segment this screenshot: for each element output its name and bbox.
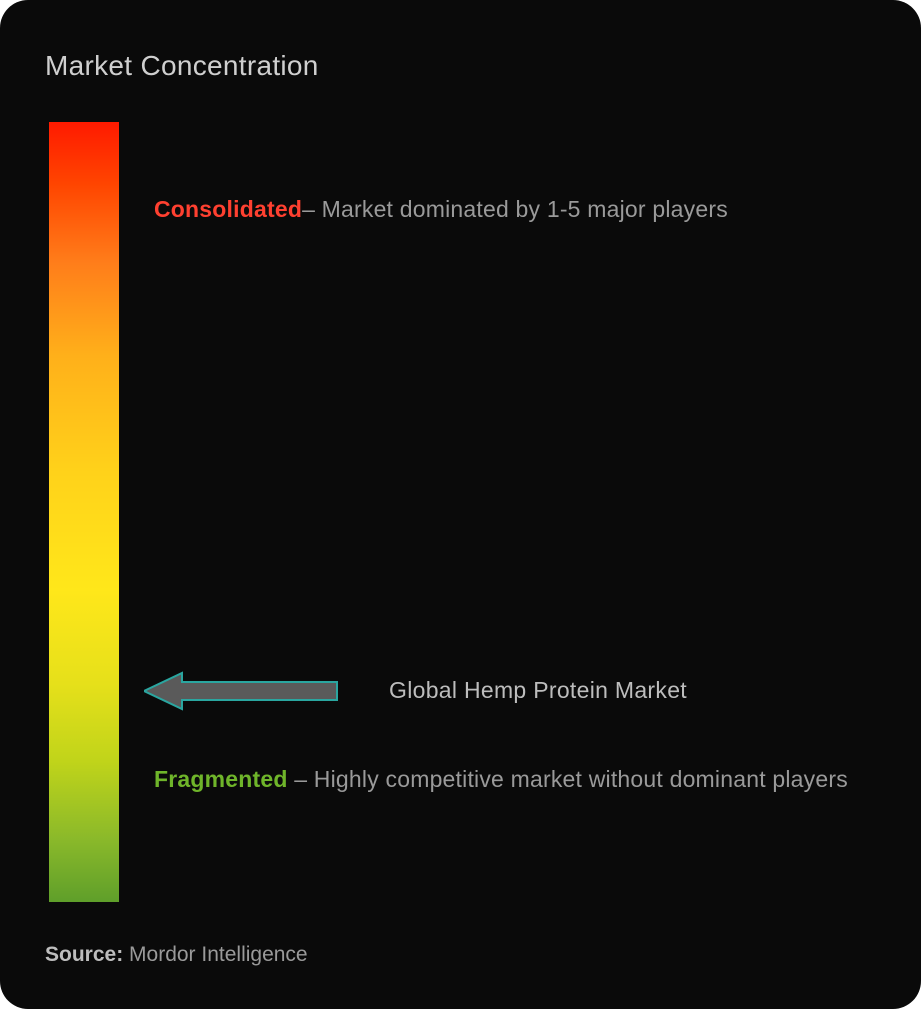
fragmented-label: Fragmented – Highly competitive market w… [154,762,856,798]
marker-label: Global Hemp Protein Market [389,673,687,709]
market-concentration-card: Market Concentration Consolidated– Marke… [0,0,921,1009]
source-label: Source: [45,943,123,966]
card-title: Market Concentration [45,50,876,82]
consolidated-text: – Market dominated by 1-5 major players [302,196,728,222]
arrow-shape [144,673,337,709]
arrow-left-icon [144,670,339,712]
marker-row: Global Hemp Protein Market [154,670,856,712]
fragmented-keyword: Fragmented [154,766,288,792]
concentration-gradient-bar [49,122,119,902]
consolidated-label: Consolidated– Market dominated by 1-5 ma… [154,192,856,228]
source-line: Source: Mordor Intelligence [45,943,308,967]
consolidated-keyword: Consolidated [154,196,302,222]
labels-column: Consolidated– Market dominated by 1-5 ma… [154,122,876,902]
source-value: Mordor Intelligence [123,943,307,966]
fragmented-text: – Highly competitive market without domi… [288,766,848,792]
card-content: Consolidated– Market dominated by 1-5 ma… [45,122,876,902]
